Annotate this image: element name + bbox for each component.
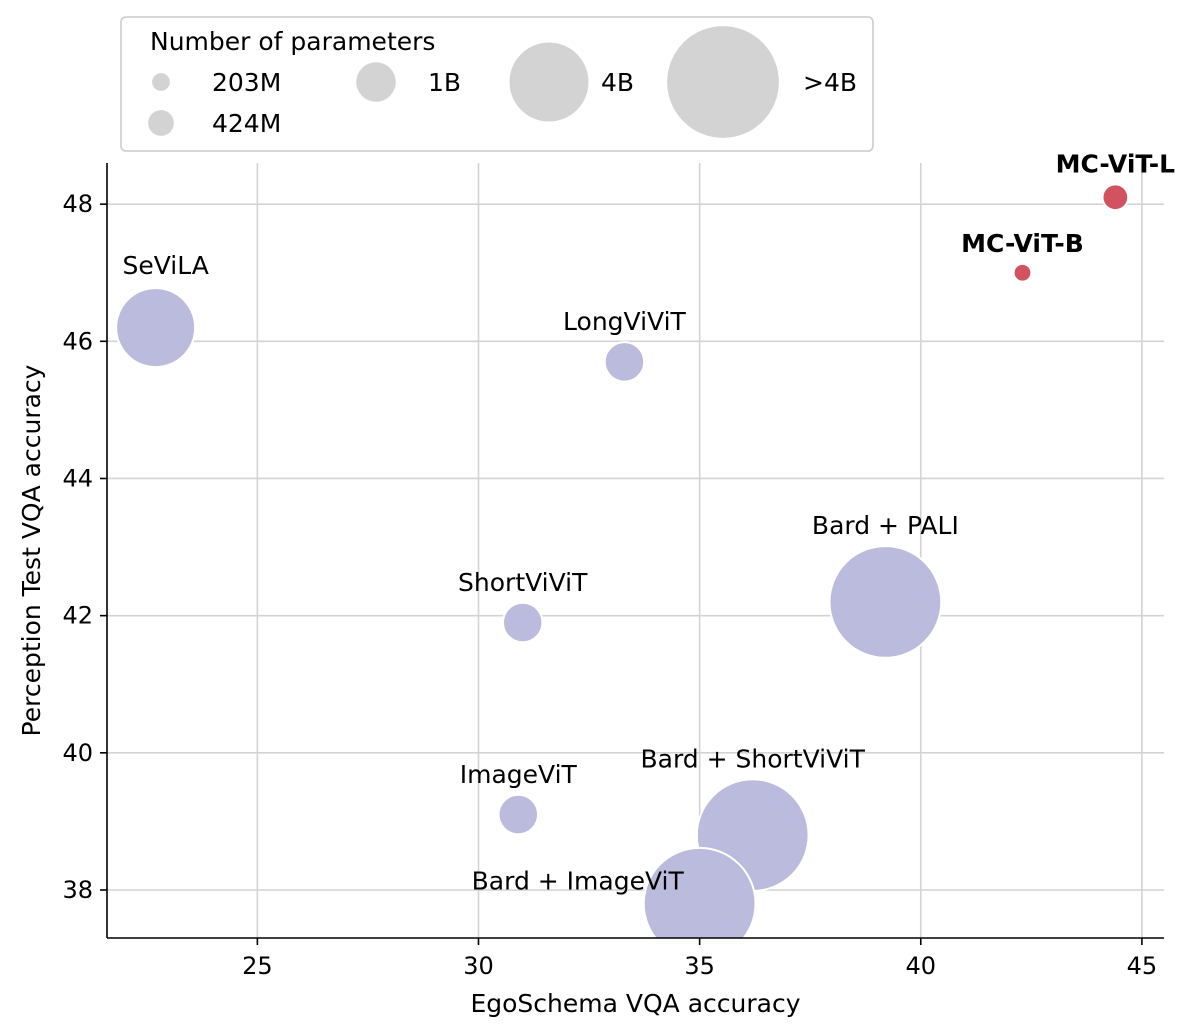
legend-marker: [509, 42, 589, 122]
x-tick-label: 30: [463, 952, 494, 980]
data-point: [497, 793, 540, 836]
point-label: ImageViT: [460, 760, 578, 789]
point-label: Bard + PALI: [812, 511, 959, 540]
y-tick-label: 38: [62, 876, 93, 904]
point-label: Bard + ImageViT: [472, 867, 685, 896]
data-point: [501, 601, 544, 644]
x-tick-label: 40: [905, 952, 936, 980]
y-tick-label: 42: [62, 602, 93, 630]
legend-marker: [667, 26, 779, 138]
legend: Number of parameters 203M 424M 1B 4B >4B: [120, 16, 874, 152]
point-label: LongViViT: [563, 307, 686, 336]
legend-marker: [152, 73, 170, 91]
y-tick-label: 46: [62, 327, 93, 355]
legend-entry-label: 203M: [212, 68, 281, 97]
x-tick-label: 25: [242, 952, 273, 980]
data-points: [115, 183, 1130, 938]
legend-entry-label: >4B: [803, 68, 857, 97]
data-point: [603, 341, 646, 383]
legend-title: Number of parameters: [150, 27, 435, 56]
point-label: MC-ViT-B: [961, 229, 1084, 258]
legend-entry-label: 1B: [428, 68, 461, 97]
point-labels: SeViLA LongViViT ShortViViT ImageViT Bard + …: [122, 149, 1175, 895]
data-point: [642, 846, 757, 938]
x-tick-label: 45: [1127, 952, 1158, 980]
y-tick-label: 48: [62, 190, 93, 218]
data-point: [1101, 183, 1130, 212]
y-axis-title: Perception Test VQA accuracy: [17, 364, 46, 736]
point-label: MC-ViT-L: [1056, 149, 1176, 178]
legend-entry-label: 424M: [212, 109, 281, 138]
y-tick-label: 44: [62, 464, 93, 492]
point-label: SeViLA: [122, 251, 208, 280]
data-point: [828, 545, 943, 659]
grid: [107, 163, 1164, 938]
data-point: [115, 287, 197, 369]
point-label: Bard + ShortViViT: [641, 744, 866, 773]
x-tick-label: 35: [684, 952, 715, 980]
legend-marker: [148, 110, 174, 136]
axes: 25 30 35 40 45 38 40 42 44 46 48 EgoSchema VQA accu…: [17, 163, 1164, 1018]
legend-marker: [356, 62, 396, 102]
legend-entry-label: 4B: [601, 68, 634, 97]
data-point: [1012, 262, 1033, 283]
x-axis-title: EgoSchema VQA accuracy: [470, 989, 800, 1018]
y-tick-label: 40: [62, 739, 93, 767]
point-label: ShortViViT: [458, 568, 588, 597]
